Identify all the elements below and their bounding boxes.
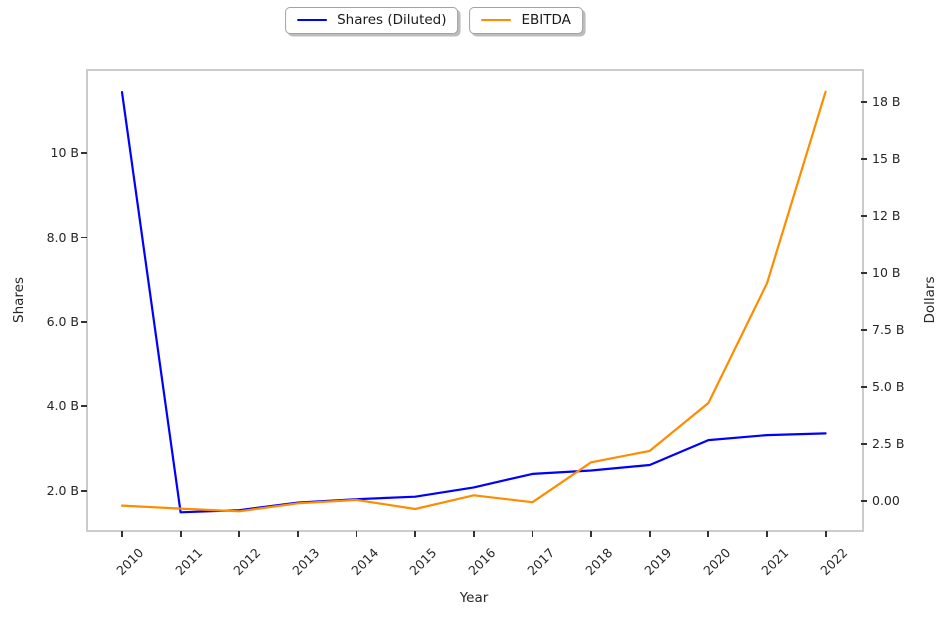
right-axis-title: Dollars [922,276,938,324]
x-tick-mark [766,531,768,537]
x-tick-mark [648,531,651,537]
right-tick-label: 12 B [872,208,901,224]
left-tick-label: 2.0 B [46,482,79,498]
right-tick-mark [861,500,867,502]
x-tick-label-text: 2011 [172,545,206,579]
x-tick-mark [297,531,299,537]
left-tick-label: 6.0 B [46,314,79,330]
series-line-ebitda [120,90,827,513]
x-tick-mark [238,531,241,537]
left-tick-mark [81,321,87,323]
left-tick-label: 8.0 B [46,229,79,245]
left-tick-mark [81,236,87,239]
x-tick-mark [414,531,417,537]
right-tick-label: 0.00 [872,493,900,509]
x-tick-mark [121,531,123,537]
x-tick-mark [707,531,710,537]
right-tick-mark [861,386,867,388]
right-tick-mark [861,215,867,217]
legend-item-ebitda: EBITDA [469,7,583,34]
left-axis-title: Shares [11,277,27,323]
x-tick-label-text: 2010 [113,545,147,579]
x-tick-mark [824,531,827,537]
series-line-shares-diluted [120,91,827,514]
legend-line-swatch-shares [297,18,328,22]
right-tick-mark [861,158,867,160]
x-axis-title: Year [459,590,489,606]
x-tick-mark [179,531,182,537]
legend-label-ebitda: EBITDA [521,12,571,28]
x-tick-label-text: 2022 [817,545,851,579]
right-tick-mark [861,329,867,331]
x-tick-label-text: 2016 [465,545,499,579]
right-tick-label: 5.0 B [872,379,905,395]
legend: Shares (Diluted) EBITDA [285,7,583,34]
x-tick-mark [531,531,534,537]
right-tick-label: 2.5 B [872,436,905,452]
left-tick-mark [81,152,87,155]
left-tick-label: 10 B [50,145,79,161]
right-tick-label: 18 B [872,94,901,109]
left-tick-mark [81,489,87,492]
right-tick-mark [861,272,867,274]
x-tick-mark [472,531,475,537]
legend-item-shares-diluted: Shares (Diluted) [285,7,459,34]
x-tick-label-text: 2021 [758,545,792,579]
line-chart-svg [120,90,827,514]
x-tick-label-text: 2013 [289,545,323,579]
right-tick-label: 10 B [872,265,901,281]
x-tick-mark [590,531,592,537]
plot-area [86,69,864,532]
left-tick-mark [81,405,87,408]
right-tick-label: 7.5 B [872,322,905,338]
legend-label-shares: Shares (Diluted) [337,12,447,28]
x-tick-label-text: 2019 [641,545,675,579]
x-tick-label-text: 2014 [348,545,382,579]
x-tick-mark [355,531,358,537]
right-tick-mark [861,443,867,445]
x-tick-label-text: 2018 [582,545,616,579]
x-tick-label-text: 2017 [523,545,558,579]
right-tick-label: 15 B [872,151,901,166]
left-tick-label: 4.0 B [46,398,79,414]
x-tick-label-text: 2015 [406,545,440,579]
right-tick-mark [861,101,867,103]
x-tick-label-text: 2020 [699,545,733,579]
x-tick-label-text: 2012 [230,545,264,579]
legend-line-swatch-ebitda [481,18,512,22]
